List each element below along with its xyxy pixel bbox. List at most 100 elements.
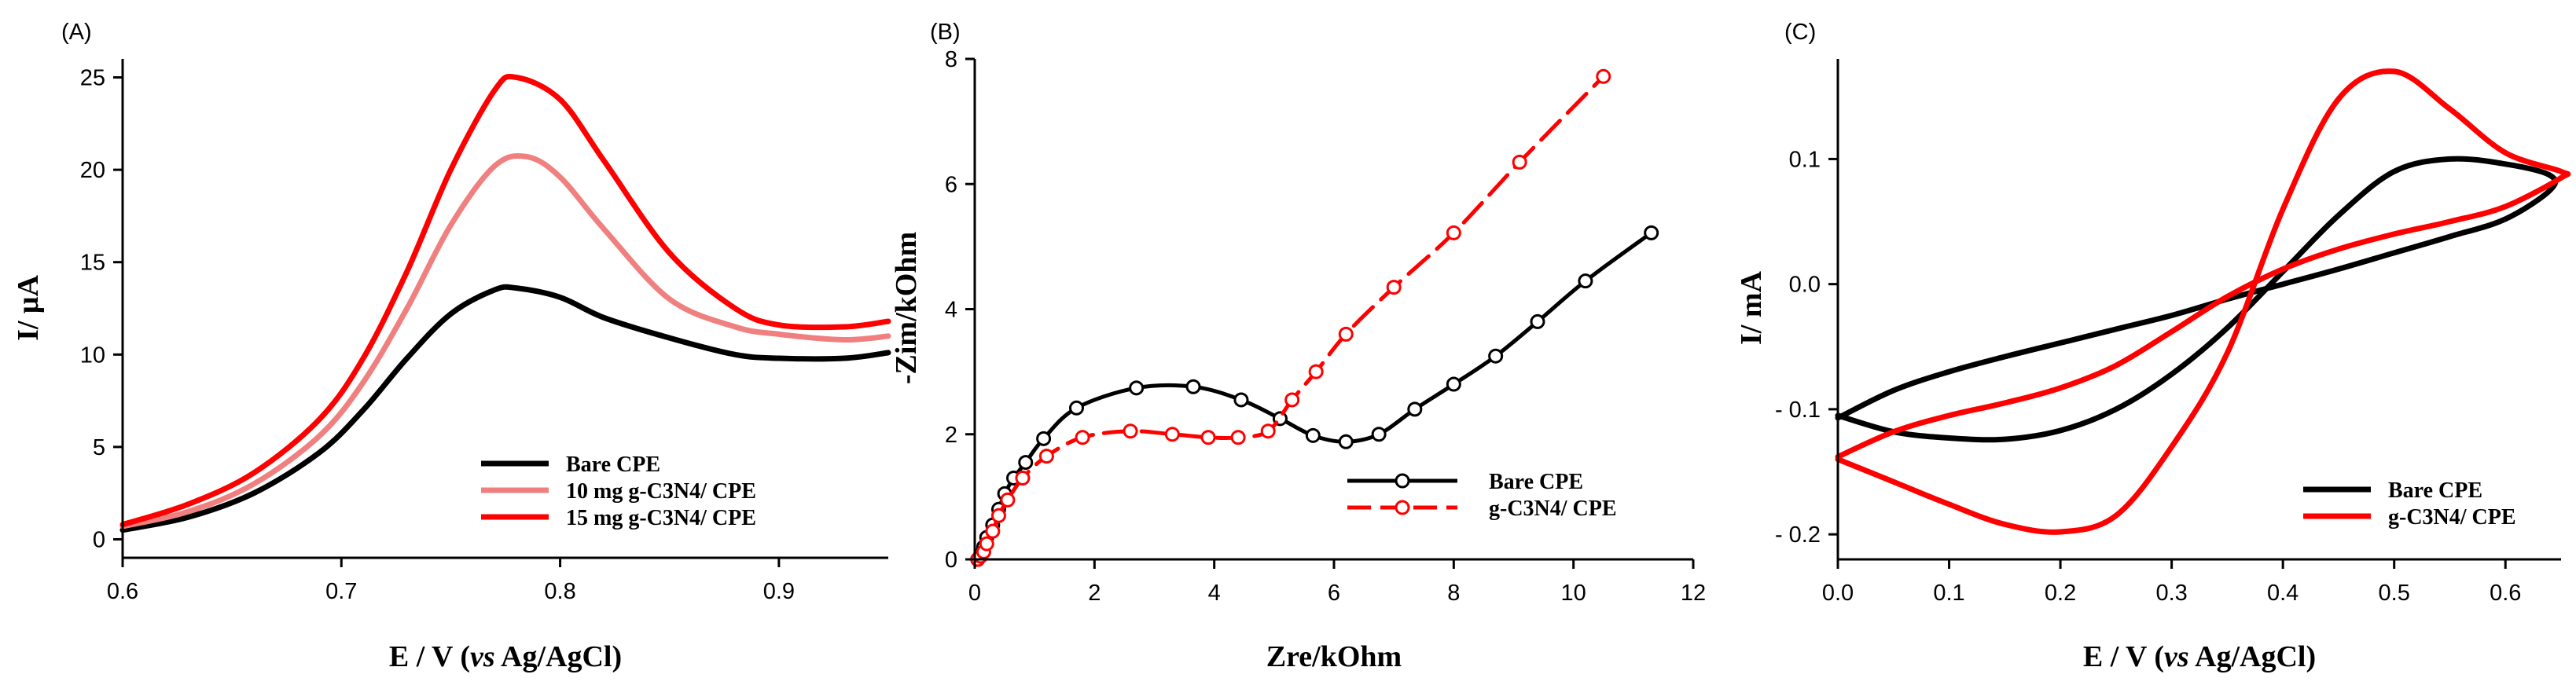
- data-point-1-14: [1260, 423, 1276, 439]
- y-tick-label: - 0.1: [1775, 398, 1821, 423]
- data-point-1-9: [1075, 430, 1090, 445]
- data-point-0-11: [1129, 380, 1145, 396]
- x-tick-label: 0: [968, 581, 981, 606]
- data-point-1-4: [985, 523, 1001, 539]
- x-tick-label: 0.0: [1822, 581, 1854, 606]
- data-point-0-16: [1338, 434, 1354, 449]
- y-tick-label: 6: [945, 172, 957, 197]
- data-point-1-11: [1164, 427, 1180, 442]
- data-point-0-10: [1068, 400, 1084, 416]
- data-point-0-9: [1036, 431, 1052, 446]
- y-axis-title: -Zim/kOhm: [890, 232, 923, 384]
- y-axis-title: I/ mA: [1735, 270, 1768, 345]
- legend-marker: [1395, 500, 1410, 515]
- series-line-0: [1835, 156, 2559, 443]
- data-point-1-8: [1038, 449, 1054, 464]
- x-axis-title: E / V (vs Ag/AgCl): [389, 640, 622, 673]
- data-point-0-21: [1530, 313, 1545, 329]
- panel-label: (C): [1784, 20, 1816, 45]
- data-point-0-22: [1578, 273, 1593, 289]
- y-tick-label: 0: [93, 527, 105, 552]
- y-tick-label: - 0.2: [1775, 522, 1821, 548]
- data-point-1-7: [1015, 470, 1031, 486]
- data-point-1-3: [979, 536, 994, 552]
- series-line-1: [1835, 68, 2571, 535]
- x-axis-title: Zre/kOhm: [1266, 640, 1402, 673]
- x-tick-label: 0.1: [1933, 581, 1964, 606]
- panel-label: (B): [930, 20, 961, 45]
- data-point-1-17: [1338, 326, 1354, 342]
- data-point-1-20: [1512, 154, 1527, 170]
- data-point-0-19: [1446, 376, 1461, 392]
- x-tick-label: 0.5: [2379, 581, 2410, 606]
- data-point-0-18: [1407, 401, 1423, 417]
- panel-c: (C) 0.0 0.1 0.2 0.3 0.4 0.5 0.6 - 0.2 - 0.1 0.0 0.1…: [1735, 20, 2571, 673]
- x-axis-title-part: Ag/AgCl): [2189, 640, 2317, 673]
- x-tick-label: 0.3: [2155, 581, 2187, 606]
- series-line-2: [119, 74, 891, 528]
- series-line-0: [119, 284, 891, 533]
- x-tick-label: 0.4: [2267, 581, 2299, 606]
- x-tick-label: 0.7: [325, 579, 357, 604]
- data-point-0-17: [1371, 427, 1387, 442]
- legend-label: Bare CPE: [1489, 470, 1583, 494]
- data-point-0-23: [1644, 225, 1659, 240]
- y-axis-title: I/ μA: [12, 275, 45, 341]
- data-point-1-16: [1308, 364, 1324, 379]
- series-line-1: [119, 152, 891, 530]
- x-tick-label: 0.8: [544, 579, 575, 604]
- y-tick-label: 0.1: [1789, 147, 1821, 172]
- data-point-1-6: [1000, 492, 1016, 508]
- x-tick-label: 0.9: [763, 579, 795, 604]
- data-point-1-19: [1446, 225, 1461, 240]
- y-tick-label: 8: [945, 47, 957, 72]
- legend-label: 10 mg g-C3N4/ CPE: [566, 479, 756, 504]
- x-axis-title-part: vs: [2164, 640, 2189, 673]
- y-tick-label: 2: [945, 423, 957, 448]
- x-tick-label: 12: [1681, 581, 1706, 606]
- y-tick-label: 5: [93, 435, 105, 460]
- x-tick-label: 8: [1447, 581, 1460, 606]
- x-tick-label: 10: [1561, 581, 1586, 606]
- data-point-1-21: [1596, 68, 1611, 84]
- data-point-0-12: [1185, 379, 1201, 394]
- legend-label: Bare CPE: [2388, 478, 2482, 503]
- x-tick-label: 4: [1208, 581, 1221, 606]
- legend-label: 15 mg g-C3N4/ CPE: [566, 506, 756, 530]
- legend-label: Bare CPE: [566, 453, 660, 477]
- data-point-1-5: [990, 508, 1006, 523]
- data-point-1-13: [1230, 430, 1246, 445]
- y-tick-label: 15: [80, 251, 105, 276]
- data-point-1-10: [1123, 423, 1138, 439]
- x-tick-label: 6: [1328, 581, 1340, 606]
- legend-label: g-C3N4/ CPE: [1489, 497, 1617, 521]
- data-point-0-20: [1488, 348, 1504, 364]
- x-axis-title-part: Ag/AgCl): [495, 640, 623, 673]
- x-tick-label: 0.6: [2490, 581, 2521, 606]
- series-line-1: [976, 74, 1606, 562]
- legend-marker: [1395, 473, 1410, 489]
- y-tick-label: 25: [80, 66, 105, 91]
- x-tick-label: 2: [1088, 581, 1101, 606]
- data-point-0-13: [1233, 392, 1249, 408]
- y-tick-label: 0.0: [1789, 273, 1821, 298]
- legend-label: g-C3N4/ CPE: [2388, 505, 2516, 530]
- data-point-1-12: [1200, 430, 1216, 445]
- data-point-1-18: [1386, 280, 1402, 295]
- x-axis-title-part: E / V (: [2083, 640, 2164, 673]
- x-tick-label: 0.2: [2045, 581, 2076, 606]
- y-tick-label: 20: [80, 158, 105, 183]
- panel-a: (A) 0.6 0.7 0.8 0.9 0 5 10 15 20 25 E / V (vs Ag/Ag…: [12, 20, 891, 673]
- x-axis-title-part: E / V (: [389, 640, 470, 673]
- x-axis-title: E / V (vs Ag/AgCl): [2083, 640, 2316, 673]
- y-tick-label: 0: [945, 548, 957, 573]
- data-point-0-8: [1018, 455, 1034, 471]
- data-point-1-15: [1284, 392, 1300, 408]
- y-tick-label: 10: [80, 343, 105, 368]
- y-tick-label: 4: [945, 298, 957, 323]
- x-axis-title-part: vs: [470, 640, 495, 673]
- panel-b: (B) 0 2 4 6 8 10 12 0 2 4 6 8 Zre/kOhm -Zim/kOhm Bare C…: [890, 20, 1706, 673]
- panel-label: (A): [61, 20, 92, 45]
- data-point-0-15: [1305, 427, 1321, 443]
